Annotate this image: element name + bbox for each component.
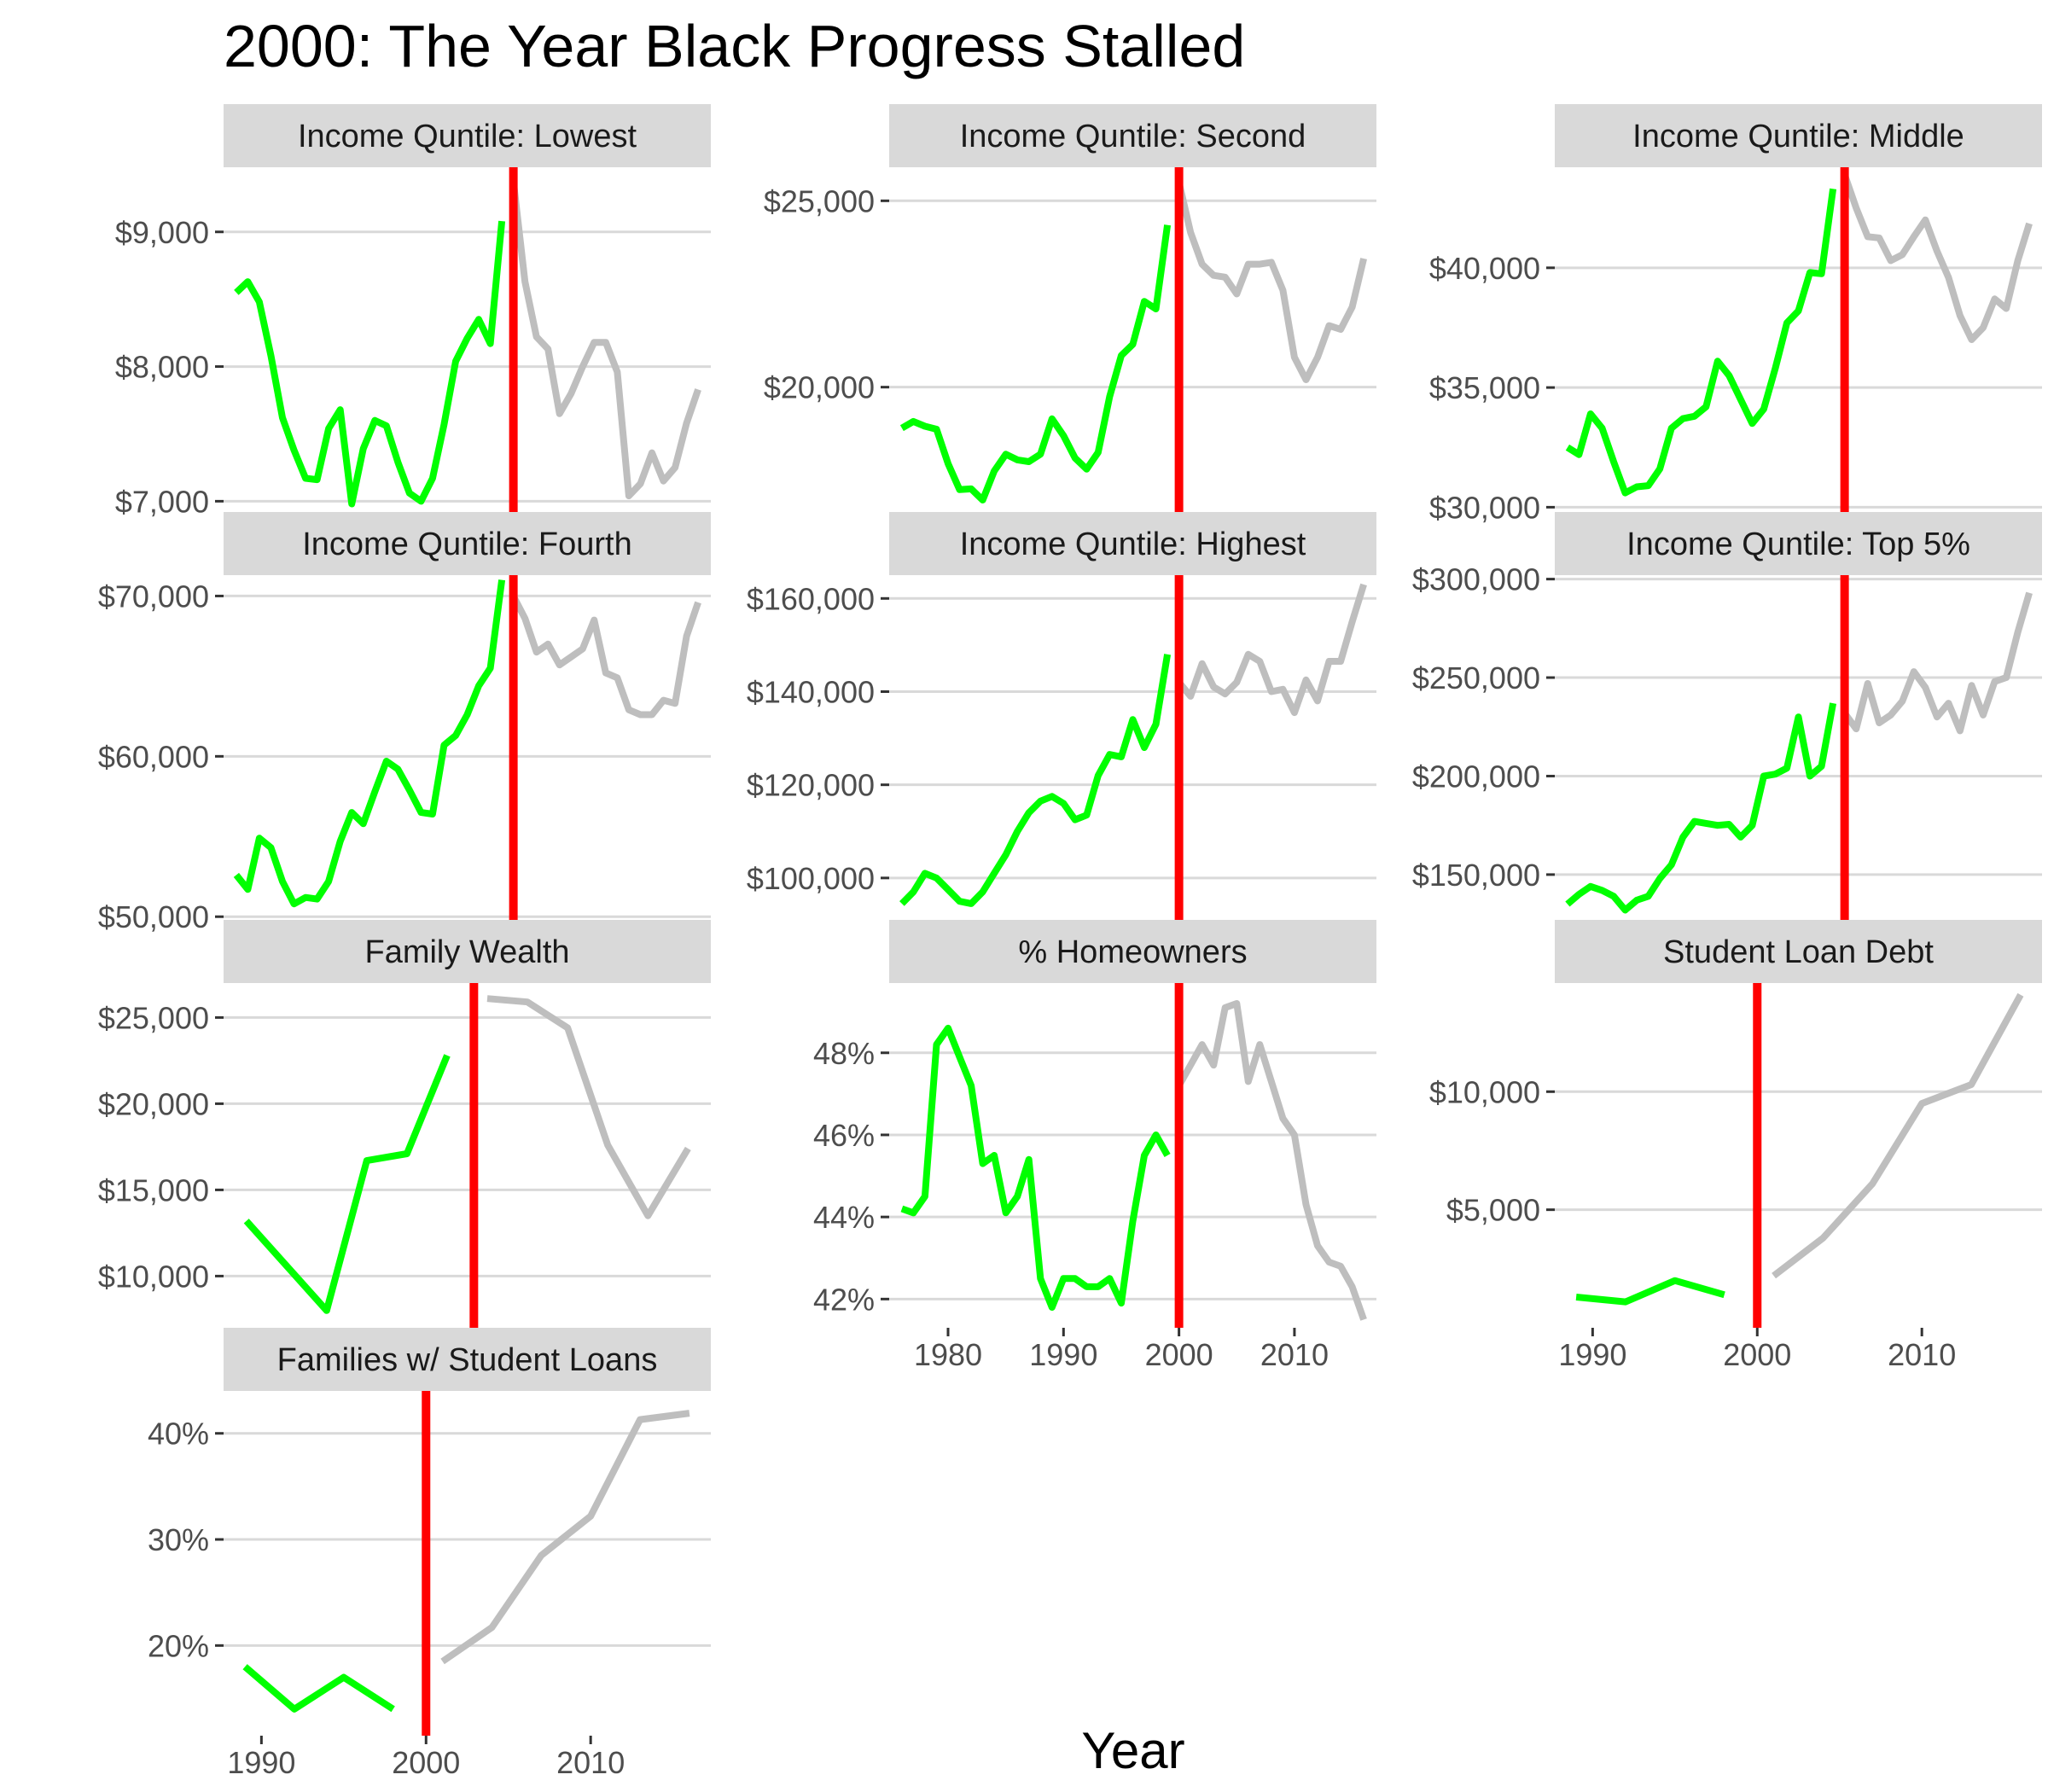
series-line-after-2000: [1176, 583, 1367, 717]
series-line-after-2000: [510, 594, 701, 719]
y-tick-label: 40%: [148, 1417, 209, 1452]
y-tick-label: 20%: [148, 1628, 209, 1663]
y-tick-label: 46%: [813, 1118, 875, 1153]
x-tick-label: 1980: [914, 1337, 982, 1372]
series-line-before-2000: [242, 1664, 395, 1713]
panel-title: % Homeowners: [1018, 934, 1247, 970]
y-tick-label: 44%: [813, 1200, 875, 1235]
series-line-before-2000: [1565, 702, 1837, 914]
series-line-before-2000: [900, 1024, 1171, 1311]
panel-strip: [224, 104, 711, 167]
y-tick-label: $160,000: [747, 581, 875, 616]
y-tick-label: $10,000: [1429, 1074, 1540, 1109]
y-tick-label: $200,000: [1412, 759, 1540, 794]
x-axis-label: Year: [1081, 1722, 1184, 1779]
series-line-after-2000: [509, 180, 701, 500]
y-tick-label: $140,000: [747, 674, 875, 709]
panel-title: Income Quntile: Top 5%: [1626, 527, 1970, 562]
series-line-after-2000: [1176, 1000, 1367, 1321]
panel-title: Families w/ Student Loans: [277, 1342, 658, 1378]
panel-strip: [889, 104, 1376, 167]
panel-title: Income Quntile: Middle: [1632, 119, 1964, 154]
chart-title: 2000: The Year Black Progress Stalled: [224, 13, 1245, 79]
x-tick-label: 2000: [392, 1745, 460, 1780]
series-line-after-2000: [486, 995, 691, 1219]
y-tick-label: 48%: [813, 1036, 875, 1071]
series-line-before-2000: [234, 220, 506, 508]
y-tick-label: $10,000: [98, 1259, 209, 1294]
y-tick-label: $20,000: [98, 1086, 209, 1121]
series-line-after-2000: [1772, 992, 2024, 1279]
y-tick-label: $100,000: [747, 861, 875, 896]
series-line-before-2000: [899, 654, 1172, 907]
x-tick-label: 2010: [1888, 1337, 1956, 1372]
panel-strip: [1555, 104, 2042, 167]
panel-strip: [1555, 920, 2042, 983]
panel-income-quntile-middle: Income Quntile: Middle $30,000 $35,000 $40,…: [1429, 104, 2042, 556]
y-tick-label: $8,000: [115, 350, 209, 385]
panel-strip: [224, 920, 711, 983]
panel-title: Income Quntile: Highest: [960, 527, 1306, 562]
y-tick-label: 42%: [813, 1282, 875, 1317]
panel-title: Student Loan Debt: [1663, 934, 1934, 970]
y-tick-label: $35,000: [1429, 370, 1540, 405]
y-tick-label: $25,000: [764, 183, 875, 218]
y-tick-label: $50,000: [98, 899, 209, 934]
panel-strip: [1555, 512, 2042, 575]
y-tick-label: $40,000: [1429, 251, 1540, 286]
panel-title: Income Quntile: Lowest: [298, 119, 637, 154]
panel-strip: [224, 512, 711, 575]
y-tick-label: $20,000: [764, 370, 875, 405]
y-tick-label: $300,000: [1412, 562, 1540, 597]
facet-panels: Income Quntile: Lowest $7,000 $8,000 $9,000…: [98, 104, 2042, 1780]
panel-title: Income Quntile: Fourth: [302, 527, 632, 562]
x-tick-label: 2010: [556, 1745, 625, 1780]
series-line-before-2000: [243, 1054, 451, 1314]
x-tick-label: 1990: [227, 1745, 295, 1780]
x-tick-label: 1990: [1029, 1337, 1097, 1372]
y-tick-label: $15,000: [98, 1172, 209, 1207]
series-line-after-2000: [1841, 591, 2033, 735]
y-tick-label: $60,000: [98, 739, 209, 774]
y-tick-label: $70,000: [98, 579, 209, 614]
y-tick-label: $150,000: [1412, 858, 1540, 893]
panel-student-loan-debt: Student Loan Debt $5,000 $10,000 1990 2000 20…: [1429, 920, 2042, 1372]
y-tick-label: $9,000: [115, 215, 209, 250]
y-tick-label: $7,000: [115, 484, 209, 519]
x-tick-label: 1990: [1558, 1337, 1626, 1372]
series-line-after-2000: [1841, 173, 2033, 343]
x-tick-label: 2000: [1145, 1337, 1213, 1372]
panel-title: Income Quntile: Second: [960, 119, 1306, 154]
panel-strip: [889, 920, 1376, 983]
panel-income-quntile-top-5: Income Quntile: Top 5% $150,000 $200,000 $2…: [1412, 512, 2042, 964]
series-line-after-2000: [440, 1410, 690, 1665]
series-line-before-2000: [1575, 1277, 1725, 1306]
series-line-after-2000: [1175, 181, 1367, 383]
series-line-before-2000: [1565, 188, 1837, 497]
panel-title: Family Wealth: [364, 934, 569, 970]
panel-homeowners: % Homeowners 42% 44% 46% 48% 1980 1990 2000 2010: [813, 920, 1376, 1372]
panel-families-w-student-loans: Families w/ Student Loans 20% 30% 40% 1990 20…: [148, 1328, 711, 1780]
panel-strip: [224, 1328, 711, 1391]
y-tick-label: 30%: [148, 1522, 209, 1557]
y-tick-label: $5,000: [1446, 1193, 1540, 1228]
y-tick-label: $30,000: [1429, 490, 1540, 525]
series-line-before-2000: [899, 224, 1172, 503]
x-tick-label: 2010: [1260, 1337, 1329, 1372]
y-tick-label: $250,000: [1412, 660, 1540, 695]
y-tick-label: $25,000: [98, 1000, 209, 1035]
y-tick-label: $120,000: [747, 768, 875, 803]
x-tick-label: 2000: [1723, 1337, 1791, 1372]
series-line-before-2000: [233, 579, 506, 908]
panel-strip: [889, 512, 1376, 575]
